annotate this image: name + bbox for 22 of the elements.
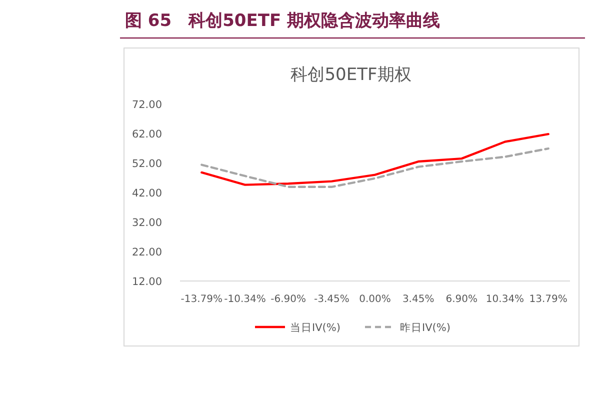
y-tick-label: 72.00 <box>132 99 162 111</box>
line-series <box>200 147 550 188</box>
x-tick-label: -6.90% <box>270 294 306 305</box>
x-tick-label: -3.45% <box>314 294 350 305</box>
x-tick-label: 0.00% <box>359 294 391 305</box>
legend-label: 昨日IV(%) <box>400 322 450 334</box>
x-tick-label: 6.90% <box>446 294 478 305</box>
x-tick-label: 13.79% <box>529 294 568 305</box>
line-series <box>200 132 550 186</box>
chart-subtitle: 科创50ETF期权 <box>290 65 412 85</box>
y-tick-label: 42.00 <box>132 188 162 200</box>
legend-label: 当日IV(%) <box>290 322 340 334</box>
y-tick-label: 32.00 <box>132 217 162 229</box>
x-tick-label: -10.34% <box>224 294 266 305</box>
y-tick-label: 12.00 <box>132 276 162 288</box>
x-tick-label: -13.79% <box>180 294 223 305</box>
x-tick-label: 3.45% <box>402 294 434 305</box>
y-tick-label: 22.00 <box>132 246 162 258</box>
y-tick-label: 62.00 <box>132 128 162 140</box>
chart-title: 图 65 科创50ETF 期权隐含波动率曲线 <box>125 11 440 31</box>
x-tick-label: 10.34% <box>486 294 524 305</box>
y-tick-label: 52.00 <box>132 158 162 170</box>
